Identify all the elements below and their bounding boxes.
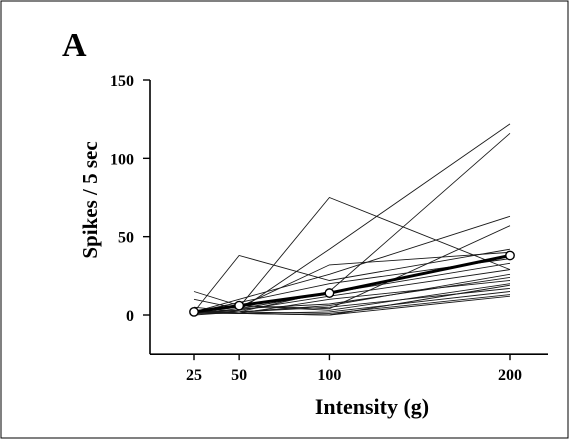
x-tick-label: 200 <box>498 367 522 384</box>
mean-point <box>189 306 199 317</box>
x-tick-label: 25 <box>186 367 202 384</box>
y-tick-label: 150 <box>110 73 134 90</box>
series-line <box>193 215 511 313</box>
panel-label: A <box>62 27 87 64</box>
series-line <box>193 262 511 310</box>
series-line <box>193 225 511 310</box>
series-lines <box>193 123 511 316</box>
y-axis-label: Spikes / 5 sec <box>78 141 102 258</box>
axes: 0 50 100 150 25 50 100 200 <box>110 73 548 384</box>
series-line <box>193 295 511 316</box>
y-tick-label: 100 <box>110 151 134 168</box>
x-tick-label: 50 <box>231 367 247 384</box>
mean-point <box>234 300 245 311</box>
mean-point <box>324 288 335 298</box>
series-line <box>193 294 511 316</box>
x-axis-label: Intensity (g) <box>315 394 429 419</box>
series-line <box>193 258 511 313</box>
series-line <box>193 248 511 313</box>
mean-series <box>189 250 515 317</box>
mean-line <box>193 254 511 314</box>
series-line <box>193 280 511 314</box>
x-tick-label: 100 <box>317 367 341 384</box>
mean-point <box>505 250 515 261</box>
y-tick-label: 50 <box>118 230 134 247</box>
y-tick-label: 0 <box>126 308 134 325</box>
